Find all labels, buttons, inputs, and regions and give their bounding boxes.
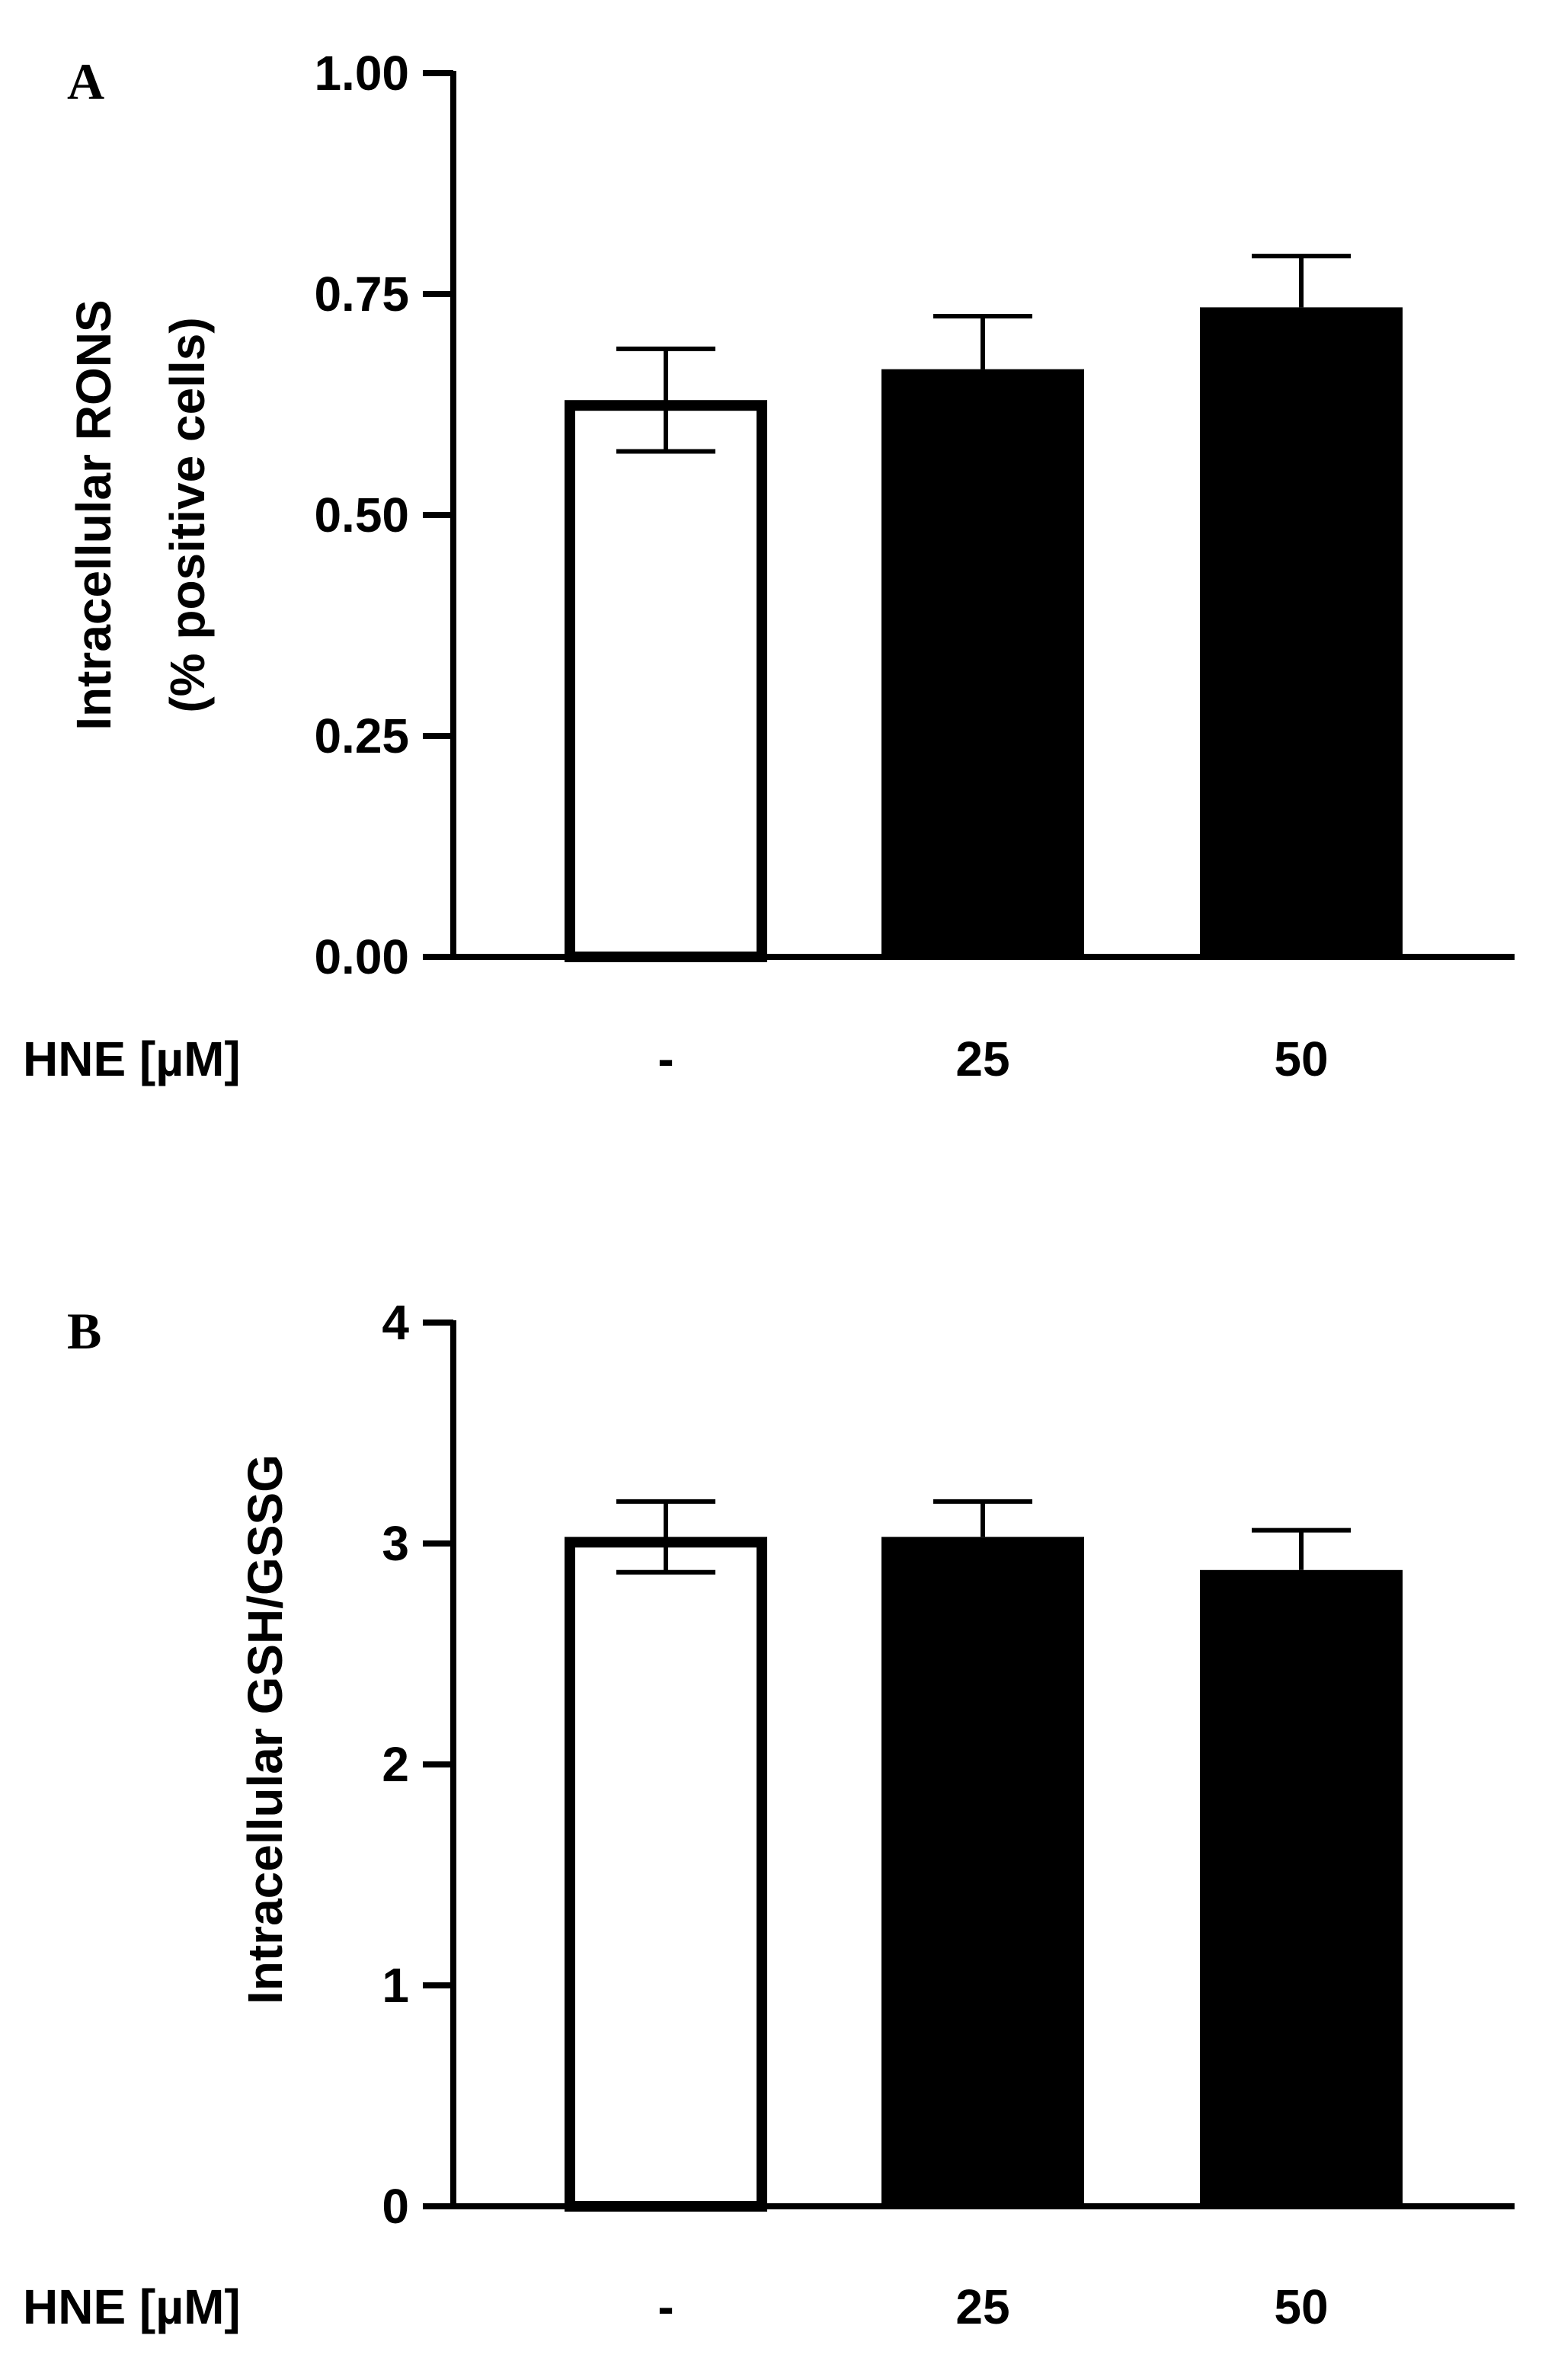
error-bar-1 <box>933 314 1032 369</box>
y-tick-label: 4 <box>382 1295 409 1350</box>
y-axis-title: Intracellular RONS <box>66 299 121 731</box>
error-bar-0 <box>616 1499 715 1575</box>
row-label: HNE [µM] <box>23 1032 241 1086</box>
x-category-label: 25 <box>955 2279 1009 2334</box>
x-category-label: 50 <box>1274 1032 1328 1086</box>
bar-0 <box>565 1537 767 2212</box>
y-axis-title: (% positive cells) <box>160 317 215 712</box>
error-bar-0 <box>616 346 715 454</box>
panel-b: B 0 1 2 3 4 Intracellular GSH/GSSG HNE [µM] - 25 5… <box>23 1295 1515 2334</box>
x-category-label: - <box>657 1032 673 1086</box>
bar-2 <box>1200 1569 1403 2206</box>
y-tick-label: 0 <box>382 2179 409 2234</box>
error-bar-2 <box>1252 1527 1351 1570</box>
x-category-label: - <box>657 2279 673 2334</box>
row-label: HNE [µM] <box>23 2279 241 2334</box>
y-tick-label: 0.75 <box>314 267 409 321</box>
y-tick-label: 0.00 <box>314 929 409 984</box>
y-tick-label: 0.25 <box>314 709 409 763</box>
x-category-label: 50 <box>1274 2279 1328 2334</box>
y-tick-label: 1.00 <box>314 46 409 101</box>
panel-letter: B <box>67 1302 101 1360</box>
y-tick-label: 3 <box>382 1516 409 1571</box>
y-tick-label: 2 <box>382 1737 409 1792</box>
bar-2 <box>1200 307 1403 957</box>
panel-letter: A <box>67 53 104 110</box>
y-axis-title: Intracellular GSH/GSSG <box>238 1454 293 2004</box>
error-bar-1 <box>933 1499 1032 1537</box>
y-tick-label: 1 <box>382 1958 409 2013</box>
bar-0 <box>565 400 767 962</box>
panel-a: A 0.00 0.25 0.50 0.75 1.00 Intracellular RONS (… <box>23 46 1515 1086</box>
bar-1 <box>881 1537 1084 2206</box>
y-tick-label: 0.50 <box>314 488 409 542</box>
error-bar-2 <box>1252 254 1351 308</box>
x-category-label: 25 <box>955 1032 1009 1086</box>
bar-1 <box>881 369 1084 958</box>
